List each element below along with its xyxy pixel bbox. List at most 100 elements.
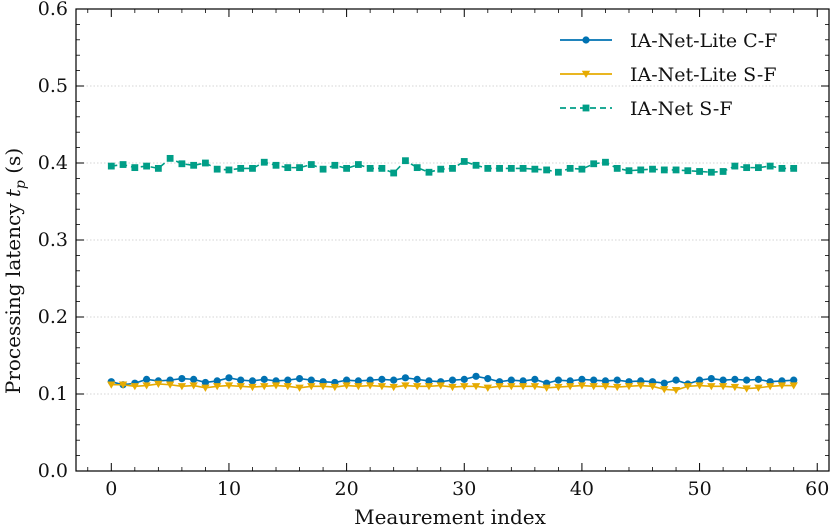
data-point	[625, 167, 633, 175]
data-point	[472, 372, 480, 380]
data-point	[177, 383, 187, 391]
data-point	[566, 377, 574, 385]
data-point	[765, 383, 775, 391]
data-point	[507, 164, 515, 172]
data-point	[531, 375, 539, 383]
data-point	[754, 375, 763, 383]
data-point	[354, 161, 362, 168]
data-point	[248, 377, 257, 385]
data-point	[165, 381, 175, 389]
data-point	[178, 160, 186, 168]
legend-label: IA-Net-Lite S-F	[630, 64, 777, 86]
data-point	[719, 376, 727, 384]
data-point	[460, 158, 468, 165]
data-point	[577, 382, 587, 390]
data-point	[718, 383, 728, 391]
data-point	[377, 383, 387, 391]
data-point	[672, 376, 680, 384]
data-point	[755, 164, 762, 172]
data-point	[707, 383, 716, 391]
data-point	[260, 383, 269, 391]
data-point	[554, 376, 562, 384]
data-point	[613, 376, 621, 384]
data-point	[295, 375, 304, 383]
data-point	[107, 381, 116, 389]
y-tick-label: 0.3	[38, 229, 68, 251]
data-point	[660, 386, 669, 394]
x-tick-label: 20	[335, 478, 359, 500]
data-point	[307, 376, 315, 384]
data-point	[777, 382, 787, 390]
data-point	[672, 166, 680, 174]
data-point	[295, 384, 304, 392]
data-point	[225, 374, 233, 382]
data-point	[201, 384, 210, 392]
data-point	[425, 377, 433, 385]
data-point	[213, 377, 221, 385]
data-point	[566, 164, 574, 172]
y-axis-label-var: t	[1, 188, 25, 197]
data-point	[142, 375, 151, 383]
data-point	[142, 382, 151, 390]
data-point	[366, 164, 374, 172]
data-point	[660, 379, 668, 387]
data-point	[578, 165, 586, 173]
data-point	[154, 380, 163, 388]
x-tick-label: 40	[570, 478, 594, 500]
data-point	[484, 375, 492, 383]
data-point	[248, 383, 257, 392]
legend-marker	[581, 70, 591, 78]
data-point	[790, 164, 798, 172]
data-point	[307, 383, 316, 391]
data-point	[518, 383, 528, 391]
y-tick-label: 0.2	[38, 306, 68, 328]
data-point	[201, 378, 210, 387]
data-point	[354, 383, 363, 391]
data-point	[190, 161, 198, 169]
x-tick-label: 30	[452, 478, 476, 500]
data-point	[189, 382, 198, 390]
data-point	[119, 161, 127, 168]
y-axis-label-group: Processing latency tp (s)	[1, 148, 29, 394]
data-point	[260, 375, 268, 383]
y-axis-label: Processing latency tp (s)	[1, 148, 29, 394]
x-axis-label: Meaurement index	[354, 505, 547, 529]
y-axis-label-sub: p	[13, 180, 29, 189]
data-point	[637, 166, 645, 174]
data-point	[436, 382, 445, 390]
data-point	[696, 168, 703, 175]
data-point	[202, 159, 209, 167]
data-point	[484, 164, 492, 172]
data-point	[590, 376, 598, 384]
data-point	[471, 383, 481, 391]
data-point	[684, 167, 692, 175]
data-point	[331, 161, 339, 169]
data-point	[437, 165, 445, 173]
data-point	[260, 158, 268, 166]
data-point	[613, 383, 622, 392]
data-point	[390, 169, 398, 177]
y-axis-label-main: Processing latency	[1, 197, 25, 394]
data-point	[213, 165, 221, 173]
data-point	[130, 383, 140, 391]
data-point	[365, 382, 375, 390]
data-point	[613, 164, 621, 172]
data-point	[425, 168, 433, 176]
data-point	[272, 161, 280, 169]
series-1	[107, 380, 798, 395]
data-point	[743, 376, 751, 384]
data-point	[530, 383, 540, 391]
data-point	[590, 160, 598, 168]
legend-label: IA-Net-Lite C-F	[630, 30, 777, 52]
data-point	[649, 165, 656, 173]
data-point	[766, 162, 774, 170]
data-point	[284, 164, 292, 172]
data-point	[754, 384, 763, 392]
data-point	[742, 385, 751, 393]
data-point	[519, 377, 527, 385]
data-point	[190, 375, 198, 383]
data-point	[624, 383, 634, 391]
data-point	[602, 158, 609, 166]
